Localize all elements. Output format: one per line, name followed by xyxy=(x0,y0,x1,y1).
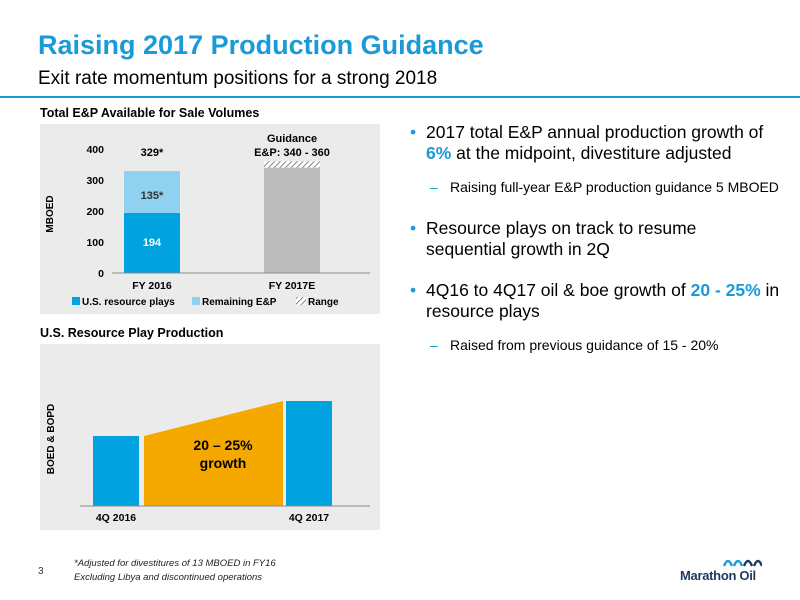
bullet-1-sub-1-text: Raising full-year E&P production guidanc… xyxy=(450,179,779,195)
chart1-panel: MBOED 0 100 200 300 400 FY 2016 FY 2017E 329*… xyxy=(40,124,380,314)
bullet-3-text-b: in resource plays xyxy=(426,280,780,321)
company-logo: Marathon Oil xyxy=(680,555,776,585)
legend-label-us: U.S. resource plays xyxy=(82,297,175,308)
bullet-3-sub-1-text: Raised from previous guidance of 15 - 20… xyxy=(450,337,719,353)
chart2-bar xyxy=(286,401,332,506)
bar-fy2017-low xyxy=(264,167,320,273)
bar-fy2016-remaining xyxy=(124,171,180,213)
chart1-y-axis: 0 100 200 300 400 xyxy=(86,144,104,280)
growth-label-word: growth xyxy=(200,455,247,471)
chart1-x-label: FY 2017E xyxy=(269,280,316,292)
growth-wedge xyxy=(144,401,283,506)
legend-swatch-remaining xyxy=(192,297,200,305)
chart1-x-label: FY 2016 xyxy=(132,280,172,292)
bullet-1-sub-1: – Raising full-year E&P production guida… xyxy=(410,178,780,196)
legend-swatch-us xyxy=(72,297,80,305)
logo-mark-icon xyxy=(722,559,762,567)
legend-label-remaining: Remaining E&P xyxy=(202,297,277,308)
chart1-title: Total E&P Available for Sale Volumes xyxy=(40,106,260,120)
legend-label-range: Range xyxy=(308,297,339,308)
chart1-y-tick: 400 xyxy=(86,144,104,156)
bullet-3-highlight: 20 - 25% xyxy=(690,280,761,300)
page-subtitle: Exit rate momentum positions for a stron… xyxy=(38,68,438,89)
bullet-1-text-a: 2017 total E&P annual production growth … xyxy=(426,122,764,142)
chart2-bars xyxy=(93,401,332,506)
chart2-bar xyxy=(93,436,139,506)
page-number: 3 xyxy=(38,566,44,577)
chart1-y-tick: 200 xyxy=(86,206,104,218)
bullet-1: • 2017 total E&P annual production growt… xyxy=(410,122,780,164)
chart1-legend: U.S. resource plays Remaining E&P Range xyxy=(72,297,339,308)
footnote-1: *Adjusted for divestitures of 13 MBOED i… xyxy=(74,558,276,569)
page-title: Raising 2017 Production Guidance xyxy=(38,30,484,60)
chart1-svg: MBOED 0 100 200 300 400 FY 2016 FY 2017E 329*… xyxy=(45,133,370,308)
bullet-3-text-a: 4Q16 to 4Q17 oil & boe growth of xyxy=(426,280,691,300)
bar-fy2017-range xyxy=(264,161,320,168)
chart1-ylabel: MBOED xyxy=(45,195,56,232)
bullet-dot: • xyxy=(410,122,417,142)
growth-label-pct: 20 – 25% xyxy=(193,437,253,453)
chart1-guidance-label: Guidance xyxy=(267,133,317,145)
chart2-x-label: 4Q 2016 xyxy=(96,512,136,524)
bullet-dot: • xyxy=(410,218,417,238)
title-divider xyxy=(0,96,800,98)
bullet-3: • 4Q16 to 4Q17 oil & boe growth of 20 - … xyxy=(410,280,780,322)
chart1-y-tick: 0 xyxy=(98,268,104,280)
chart2-x-labels: 4Q 2016 4Q 2017 xyxy=(96,512,329,524)
chart1-y-tick: 100 xyxy=(86,237,104,249)
chart1-bars xyxy=(124,161,320,273)
chart1-total-label: 329* xyxy=(141,147,164,159)
chart2-panel: BOED & BOPD 4Q 2016 4Q 2017 20 – 25% grow… xyxy=(40,344,380,530)
footnote-2: Excluding Libya and discontinued operati… xyxy=(74,572,263,583)
bullet-1-highlight: 6% xyxy=(426,143,452,163)
bullet-3-sub-1: – Raised from previous guidance of 15 - … xyxy=(410,336,780,354)
chart2-x-label: 4Q 2017 xyxy=(289,512,329,524)
chart2-title: U.S. Resource Play Production xyxy=(40,326,224,340)
chart1-us-label: 194 xyxy=(143,237,162,249)
sub-bullet-dash: – xyxy=(430,337,438,353)
logo-wordmark: Marathon Oil xyxy=(680,568,756,583)
bullet-list: • 2017 total E&P annual production growt… xyxy=(410,122,780,376)
chart1-x-labels: FY 2016 FY 2017E xyxy=(132,280,315,292)
chart2-ylabel: BOED & BOPD xyxy=(46,404,57,475)
bullet-1-text-b: at the midpoint, divestiture adjusted xyxy=(451,143,732,163)
bar-fy2016-us xyxy=(124,212,180,273)
chart2-svg: BOED & BOPD 4Q 2016 4Q 2017 20 – 25% grow… xyxy=(46,401,370,524)
chart1-remaining-label: 135* xyxy=(141,190,164,202)
chart1-guidance-range: E&P: 340 - 360 xyxy=(254,147,330,159)
chart1-y-tick: 300 xyxy=(86,175,104,187)
bullet-dot: • xyxy=(410,280,417,300)
legend-swatch-range xyxy=(296,297,306,305)
sub-bullet-dash: – xyxy=(430,179,438,195)
bullet-2-text: Resource plays on track to resume sequen… xyxy=(426,218,697,259)
bullet-2: • Resource plays on track to resume sequ… xyxy=(410,218,780,260)
